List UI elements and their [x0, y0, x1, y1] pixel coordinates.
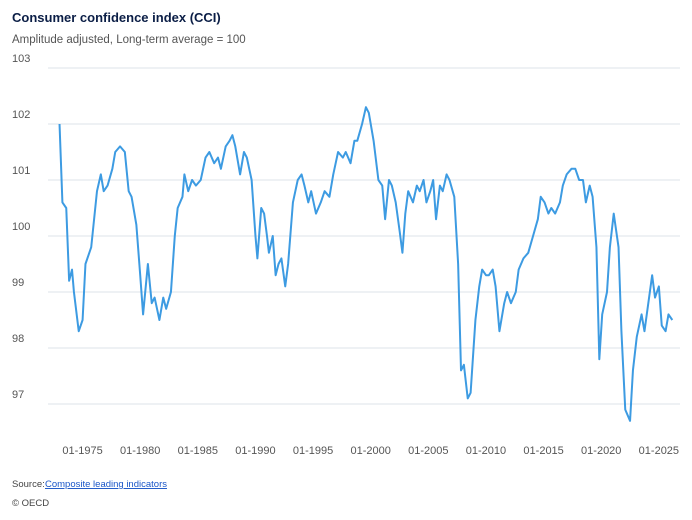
x-tick-label: 01-2020 [581, 445, 621, 457]
chart-subtitle: Amplitude adjusted, Long-term average = … [12, 34, 246, 46]
chart-title: Consumer confidence index (CCI) [12, 10, 221, 25]
x-tick-label: 01-1995 [293, 445, 333, 457]
y-tick-label: 100 [12, 221, 30, 233]
source-label: Source: [12, 479, 45, 490]
y-tick-label: 97 [12, 389, 24, 401]
x-tick-label: 01-2010 [466, 445, 506, 457]
source-link[interactable]: Composite leading indicators [45, 479, 167, 490]
y-tick-label: 103 [12, 53, 30, 65]
copyright: © OECD [12, 498, 49, 509]
y-tick-label: 99 [12, 277, 24, 289]
x-tick-label: 01-2000 [351, 445, 391, 457]
x-tick-label: 01-2025 [639, 445, 679, 457]
x-tick-label: 01-1975 [62, 445, 102, 457]
x-tick-label: 01-2005 [408, 445, 448, 457]
x-tick-label: 01-1990 [235, 445, 275, 457]
x-tick-label: 01-2015 [523, 445, 563, 457]
y-tick-label: 101 [12, 165, 30, 177]
x-tick-label: 01-1985 [178, 445, 218, 457]
data-line [58, 106, 674, 422]
x-tick-label: 01-1980 [120, 445, 160, 457]
y-tick-label: 102 [12, 109, 30, 121]
y-tick-label: 98 [12, 333, 24, 345]
